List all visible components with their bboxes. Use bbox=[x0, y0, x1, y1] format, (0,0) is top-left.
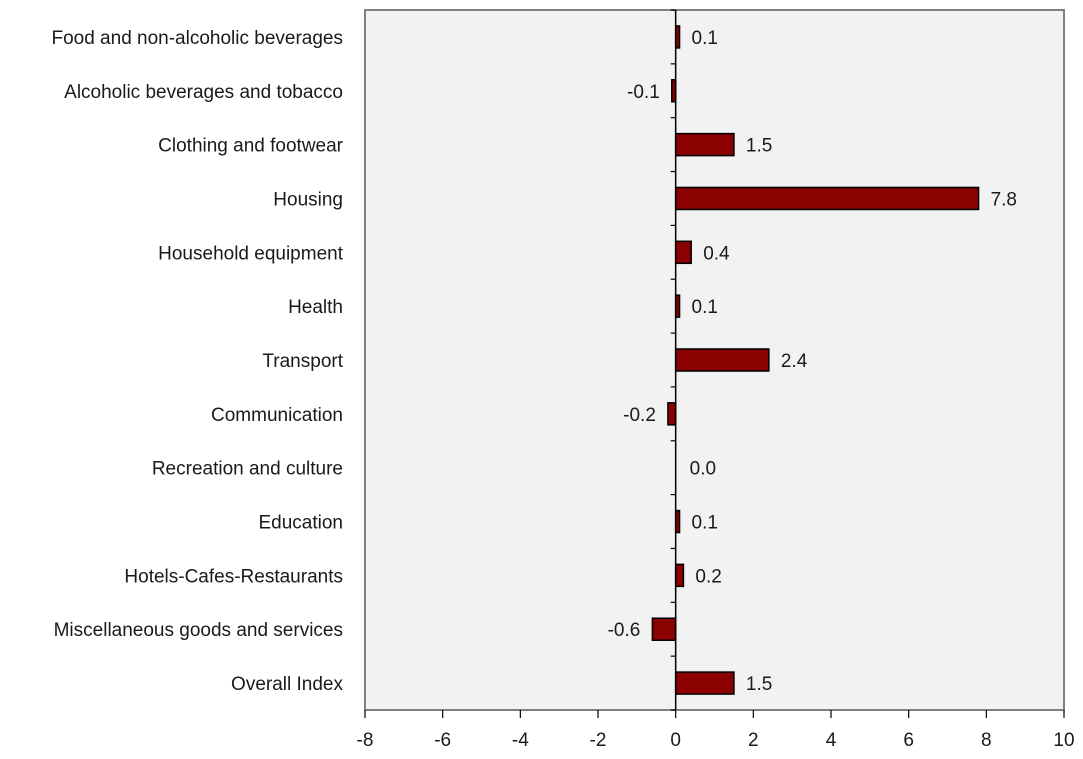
value-label-5: 0.4 bbox=[703, 243, 730, 264]
value-label-11: 0.2 bbox=[695, 566, 721, 587]
value-label-8: -0.2 bbox=[623, 405, 656, 426]
bar-3 bbox=[674, 132, 735, 157]
category-label-5: Household equipment bbox=[158, 243, 344, 264]
category-label-7: Transport bbox=[262, 351, 343, 372]
x-tick-label-10: 10 bbox=[1053, 730, 1074, 751]
category-label-13: Overall Index bbox=[231, 674, 343, 695]
category-label-2: Alcoholic beverages and tobacco bbox=[64, 82, 343, 103]
x-tick-label-7: 4 bbox=[826, 730, 837, 751]
x-tick-label-5: 0 bbox=[670, 730, 681, 751]
value-label-10: 0.1 bbox=[692, 513, 718, 534]
category-label-6: Health bbox=[288, 297, 343, 318]
x-tick-label-6: 2 bbox=[748, 730, 759, 751]
value-label-7: 2.4 bbox=[781, 351, 808, 372]
x-tick-label-4: -2 bbox=[590, 730, 607, 751]
category-label-9: Recreation and culture bbox=[152, 459, 343, 480]
value-label-1: 0.1 bbox=[692, 28, 718, 49]
bar-11 bbox=[674, 563, 685, 588]
x-tick-label-2: -6 bbox=[434, 730, 451, 751]
bar-5 bbox=[674, 240, 692, 265]
bar-7 bbox=[674, 348, 770, 372]
bar-4 bbox=[674, 186, 980, 211]
category-label-8: Communication bbox=[211, 405, 343, 426]
value-label-3: 1.5 bbox=[746, 136, 772, 157]
x-tick-label-1: -8 bbox=[357, 730, 374, 751]
category-label-10: Education bbox=[258, 513, 343, 534]
bar-8 bbox=[667, 402, 677, 426]
x-tick-label-8: 6 bbox=[903, 730, 914, 751]
value-label-13: 1.5 bbox=[746, 674, 772, 695]
value-label-12: -0.6 bbox=[608, 620, 641, 641]
bar-12 bbox=[651, 617, 677, 641]
value-label-6: 0.1 bbox=[692, 297, 718, 318]
category-label-1: Food and non-alcoholic beverages bbox=[51, 28, 343, 49]
category-label-11: Hotels-Cafes-Restaurants bbox=[124, 566, 343, 587]
value-label-9: 0.0 bbox=[690, 459, 716, 480]
value-label-2: -0.1 bbox=[627, 82, 660, 103]
category-label-12: Miscellaneous goods and services bbox=[54, 620, 343, 641]
category-label-4: Housing bbox=[273, 189, 343, 210]
value-label-4: 7.8 bbox=[991, 189, 1017, 210]
bar-13 bbox=[674, 671, 735, 695]
x-tick-label-9: 8 bbox=[981, 730, 992, 751]
x-tick-label-3: -4 bbox=[512, 730, 529, 751]
category-label-3: Clothing and footwear bbox=[158, 136, 344, 157]
